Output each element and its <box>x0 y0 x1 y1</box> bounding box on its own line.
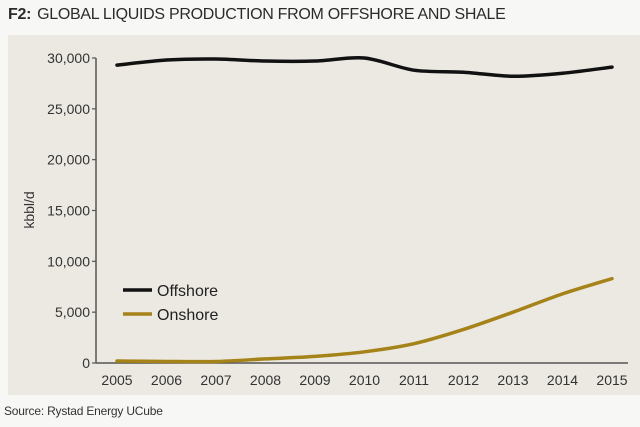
x-tick-label: 2005 <box>101 372 132 388</box>
y-tick-label: 5,000 <box>55 304 90 320</box>
y-axis-label: kbbl/d <box>21 191 37 228</box>
x-tick-label: 2008 <box>250 372 281 388</box>
x-tick-label: 2006 <box>151 372 182 388</box>
series-line-onshore <box>115 276 614 364</box>
x-tick-label: 2012 <box>448 372 479 388</box>
x-axis: 2005 2006 2007 2008 2009 2010 2011 2012 2013 2014… <box>96 362 628 388</box>
x-tick-label: 2015 <box>596 372 627 388</box>
y-tick-label: 15,000 <box>47 203 90 219</box>
chart-panel <box>8 35 640 395</box>
y-axis: 0 5,000 10,000 15,000 20,000 25,000 30,000 <box>47 50 97 371</box>
series-line-offshore <box>115 55 614 79</box>
y-tick-label: 30,000 <box>47 50 90 66</box>
legend-label-offshore: Offshore <box>157 283 218 300</box>
x-tick-label: 2014 <box>547 372 578 388</box>
y-tick-label: 0 <box>82 355 90 371</box>
x-tick-label: 2009 <box>299 372 330 388</box>
x-tick-label: 2007 <box>200 372 231 388</box>
x-tick-label: 2011 <box>399 372 429 388</box>
chart-title: F2: GLOBAL LIQUIDS PRODUCTION FROM OFFSHO… <box>8 6 506 24</box>
source-note: Source: Rystad Energy UCube <box>4 404 163 418</box>
legend: Offshore Onshore <box>123 283 218 324</box>
y-tick-label: 20,000 <box>47 152 90 168</box>
x-tick-label: 2013 <box>497 372 528 388</box>
legend-label-onshore: Onshore <box>157 307 218 324</box>
x-tick-label: 2010 <box>349 372 380 388</box>
series-lines <box>115 55 614 364</box>
y-tick-label: 10,000 <box>47 253 90 269</box>
figure-title: GLOBAL LIQUIDS PRODUCTION FROM OFFSHORE … <box>37 6 506 23</box>
y-tick-label: 25,000 <box>47 101 90 117</box>
figure-label: F2: <box>8 6 32 23</box>
